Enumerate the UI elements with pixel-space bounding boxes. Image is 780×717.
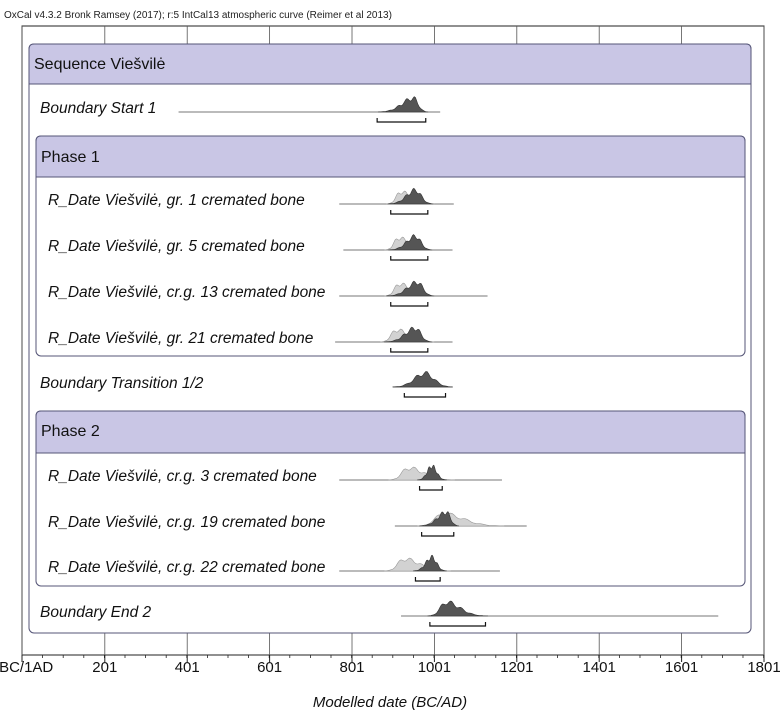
hpd-bracket-12 (429, 622, 487, 627)
posterior-dist-11 (413, 554, 447, 572)
phase-label-2: Phase 1 (41, 149, 100, 166)
x-tick-label-7: 1401 (583, 659, 616, 676)
hpd-bracket-4 (390, 256, 429, 261)
sequence-label: Sequence Viešvilė (34, 56, 165, 73)
row-label-10: R_Date Viešvilė, cr.g. 19 cremated bone (48, 514, 326, 531)
phase-1-header (35, 135, 746, 178)
row-label-12: Boundary End 2 (40, 604, 152, 621)
credit-text: OxCal v4.3.2 Bronk Ramsey (2017); r:5 In… (4, 10, 392, 21)
phase-2-header (35, 410, 746, 454)
x-tick-label-1: 201 (92, 659, 117, 676)
x-tick-label-0: 1BC/1AD (0, 659, 53, 676)
row-label-9: R_Date Viešvilė, cr.g. 3 cremated bone (48, 468, 317, 485)
posterior-dist-12 (427, 600, 489, 617)
row-label-4: R_Date Viešvilė, gr. 5 cremated bone (48, 238, 305, 255)
row-label-1: Boundary Start 1 (40, 100, 156, 117)
hpd-bracket-10 (421, 532, 455, 537)
posterior-dist-4 (388, 234, 433, 251)
hpd-bracket-7 (403, 393, 447, 398)
row-label-5: R_Date Viešvilė, cr.g. 13 cremated bone (48, 284, 326, 301)
posterior-dist-1 (377, 96, 429, 113)
row-label-7: Boundary Transition 1/2 (40, 375, 204, 392)
phase-label-8: Phase 2 (41, 423, 100, 440)
x-tick-label-2: 401 (175, 659, 200, 676)
row-label-3: R_Date Viešvilė, gr. 1 cremated bone (48, 192, 305, 209)
hpd-bracket-9 (418, 486, 443, 491)
x-tick-label-3: 601 (257, 659, 282, 676)
x-tick-label-9: 1801 (747, 659, 780, 676)
row-label-6: R_Date Viešvilė, gr. 21 cremated bone (48, 330, 314, 347)
posterior-dist-7 (392, 371, 453, 388)
x-axis-title: Modelled date (BC/AD) (313, 694, 467, 711)
x-axis: 1BC/1AD 201 401 601 801 1001 1201 1401 1601 1801 (0, 655, 780, 676)
posterior-dist-9 (417, 464, 447, 481)
x-tick-label-5: 1001 (418, 659, 451, 676)
posterior-dist-5 (386, 280, 435, 297)
x-tick-label-6: 1201 (500, 659, 533, 676)
hpd-bracket-1 (376, 118, 427, 123)
hpd-bracket-5 (390, 302, 429, 307)
row-label-11: R_Date Viešvilė, cr.g. 22 cremated bone (48, 559, 326, 576)
x-tick-label-4: 801 (339, 659, 364, 676)
posterior-dist-3 (387, 187, 434, 205)
posterior-dist-10 (419, 511, 460, 527)
hpd-bracket-3 (390, 210, 429, 215)
x-tick-label-8: 1601 (665, 659, 698, 676)
prior-dist-9 (388, 466, 455, 481)
posterior-dist-6 (384, 326, 433, 343)
hpd-bracket-6 (390, 348, 429, 353)
hpd-bracket-11 (414, 577, 441, 582)
sequence-header (28, 43, 752, 85)
model-rows: Sequence Viešvilė Boundary Start 1 Phase 1… (34, 56, 719, 627)
